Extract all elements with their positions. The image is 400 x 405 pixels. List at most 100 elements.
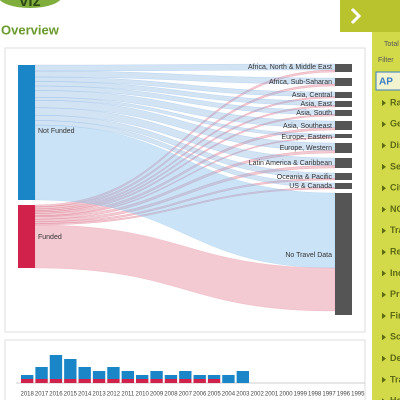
caret (382, 376, 386, 383)
bar (78, 367, 91, 379)
caret (382, 249, 386, 256)
sidebar-item[interactable]: Sex (390, 161, 400, 171)
caret (382, 227, 386, 234)
bar (92, 371, 106, 379)
x-tick-label: 2011 (121, 392, 135, 398)
bar (164, 379, 178, 383)
x-tick-label: 2005 (207, 392, 221, 398)
x-tick-label: 1995 (351, 392, 365, 398)
bar (207, 375, 221, 379)
bar (136, 375, 149, 379)
x-tick-label: 2016 (49, 392, 63, 398)
sidebar-item[interactable]: Ge (390, 119, 400, 129)
bar (35, 367, 48, 379)
bar (107, 367, 120, 379)
page-title: Overview (1, 22, 60, 37)
sidebar-item[interactable]: Ra (390, 97, 400, 107)
toggle-button[interactable] (340, 0, 400, 32)
bar (21, 375, 34, 379)
caret (382, 142, 386, 149)
caret (382, 334, 386, 341)
bar (49, 379, 63, 383)
sidebar-total: Total (384, 41, 399, 48)
x-tick-label: 2001 (265, 392, 279, 398)
dynamic: Ra Ge Dis Sex Cit NC Tra Rel Inc Pri Fir Sch De Tra Ho… (16, 63, 400, 405)
sidebar-item[interactable]: Cit (390, 183, 400, 193)
target-label: No Travel Data (285, 252, 332, 259)
x-tick-label: 2012 (107, 392, 121, 398)
sidebar (372, 32, 400, 400)
caret (382, 121, 386, 128)
bar (49, 355, 63, 379)
caret (382, 355, 386, 362)
x-tick-label: 2008 (164, 392, 178, 398)
caret (382, 163, 386, 170)
sidebar-item[interactable]: Tra (390, 374, 400, 384)
arrow-icon (350, 7, 362, 25)
bar (193, 379, 206, 383)
source-label: Not Funded (38, 128, 75, 135)
target-node (335, 78, 352, 86)
bar (150, 371, 163, 379)
x-tick-label: 2017 (35, 392, 49, 398)
target-node (335, 183, 352, 189)
sidebar-item[interactable]: Fir (390, 310, 400, 320)
sidebar-item[interactable]: Ho (390, 396, 400, 405)
bar (78, 379, 91, 383)
x-tick-label: 1997 (322, 392, 336, 398)
x-tick-label: 2003 (236, 392, 250, 398)
x-tick-label: 1998 (308, 392, 322, 398)
source-label: Funded (38, 234, 62, 241)
x-tick-label: 2010 (136, 392, 150, 398)
x-tick-label: 2015 (64, 392, 78, 398)
sidebar-item[interactable]: Inc (390, 268, 400, 278)
apply-label: AP (379, 77, 393, 88)
target-node (335, 143, 352, 153)
target-node (335, 110, 352, 116)
bar (21, 379, 34, 383)
bar (207, 379, 221, 383)
x-tick-label: 1999 (294, 392, 308, 398)
bar (150, 379, 163, 383)
target-node (335, 193, 352, 315)
bar (121, 379, 134, 383)
bar (222, 375, 235, 383)
x-tick-label: 1996 (337, 392, 351, 398)
target-label: Asia, Southeast (283, 123, 332, 130)
target-label: Africa, North & Middle East (248, 64, 332, 71)
sidebar-item[interactable]: NC (390, 204, 400, 214)
bar (236, 371, 249, 383)
x-tick-label: 2018 (21, 392, 35, 398)
sidebar-item[interactable]: Rel (390, 246, 400, 256)
target-label: Latin America & Caribbean (249, 160, 332, 167)
x-tick-label: 2002 (251, 392, 265, 398)
caret (382, 185, 386, 192)
bar (164, 375, 178, 379)
sidebar-item[interactable]: Tra (390, 225, 400, 235)
caret (382, 100, 386, 106)
target-node (335, 64, 352, 72)
sidebar-item[interactable]: De (390, 353, 400, 363)
target-node (335, 92, 352, 98)
target-node (335, 158, 352, 168)
x-tick-label: 2007 (179, 392, 193, 398)
caret (382, 291, 386, 298)
target-label: Oceania & Pacific (277, 174, 333, 181)
bar (179, 371, 192, 379)
caret (382, 270, 386, 277)
sidebar-item[interactable]: Dis (390, 140, 400, 150)
target-label: Europe, Western (280, 145, 333, 152)
target-node (335, 121, 352, 130)
target-label: Asia, East (300, 101, 332, 108)
logo-shape (0, 0, 61, 8)
sidebar-item[interactable]: Pri (390, 289, 400, 299)
bar (136, 379, 149, 383)
source-node (18, 65, 35, 200)
sidebar-item[interactable]: Sch (390, 332, 400, 342)
target-label: Asia, South (296, 110, 332, 117)
x-tick-label: 2009 (150, 392, 164, 398)
apply-button[interactable] (375, 71, 400, 91)
bar (92, 379, 106, 383)
target-label: Europe, Eastern (281, 134, 332, 141)
